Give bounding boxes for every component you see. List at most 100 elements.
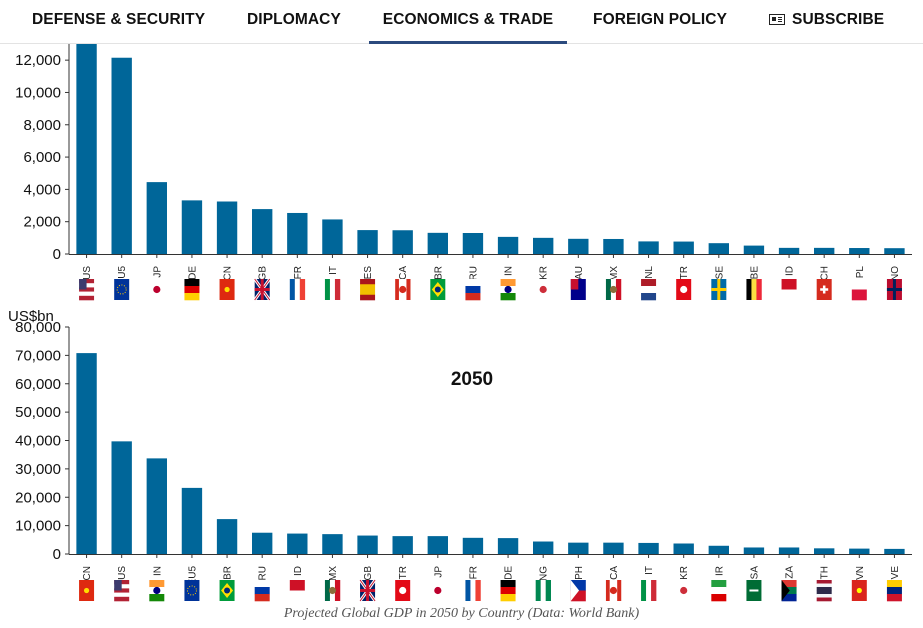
x-tick-label: ES — [363, 266, 374, 280]
bar-eu5 — [111, 57, 132, 254]
nav-foreign-policy[interactable]: FOREIGN POLICY — [593, 11, 728, 28]
flag-ve-icon — [886, 580, 902, 602]
x-tick-label: VN — [855, 566, 866, 580]
x-tick-label: BR — [223, 566, 234, 580]
y-tick-label: 4,000 — [23, 181, 61, 198]
x-tick-label: ID — [293, 566, 304, 576]
x-tick-label: AU — [574, 266, 585, 280]
nav-defense-security[interactable]: DEFENSE & SECURITY — [32, 11, 206, 28]
bar-es — [357, 230, 378, 254]
flag-mx-icon — [605, 279, 622, 300]
flag-ca-icon — [605, 580, 622, 601]
flag-sa-icon — [746, 580, 762, 601]
bar-ru — [462, 233, 484, 254]
y-tick-label: 70,000 — [15, 347, 61, 364]
flag-pl-icon — [851, 279, 867, 301]
flag-de-icon — [184, 279, 200, 301]
x-tick-label: US — [82, 266, 93, 280]
x-tick-label: ZA — [785, 566, 796, 579]
bar-gb — [252, 209, 273, 254]
y-tick-label: 8,000 — [23, 117, 61, 134]
x-tick-label: KR — [679, 566, 690, 580]
flag-ng-icon — [535, 580, 551, 601]
flag-ph-icon — [570, 580, 586, 602]
flag-ca-icon — [395, 279, 411, 300]
flag-eu5-icon — [114, 279, 130, 300]
x-tick-label: RU — [258, 566, 269, 580]
newspaper-icon — [769, 14, 785, 25]
bar-ve — [884, 548, 905, 554]
bar-ca — [603, 542, 624, 554]
bar-se — [708, 243, 729, 254]
x-tick-label: GB — [363, 566, 374, 581]
flag-jp-icon — [430, 580, 446, 601]
bar-vn — [849, 548, 870, 554]
flag-ch-icon — [816, 279, 832, 300]
bar-us — [76, 44, 97, 254]
flag-ru-icon — [254, 580, 270, 602]
flag-us-icon — [79, 279, 95, 301]
x-tick-label: IN — [504, 266, 515, 276]
bar-fr — [287, 212, 308, 254]
y-tick-label: 12,000 — [15, 52, 61, 69]
bar-mx — [322, 534, 343, 554]
bar-br — [427, 232, 448, 254]
bar-br — [216, 519, 238, 554]
x-tick-label: TR — [398, 566, 409, 579]
flag-be-icon — [746, 279, 762, 300]
bar-za — [778, 547, 800, 554]
flag-ru-icon — [465, 279, 481, 301]
bar-nl — [638, 241, 659, 254]
bar-cn — [216, 201, 238, 254]
bar-tr — [673, 241, 694, 254]
x-tick-label: BE — [749, 266, 760, 280]
x-tick-label: ID — [785, 266, 796, 276]
nav-economics-trade[interactable]: ECONOMICS & TRADE — [369, 0, 567, 44]
flag-de-icon — [500, 580, 516, 602]
nav-subscribe[interactable]: SUBSCRIBE — [769, 0, 884, 44]
flag-ir-icon — [711, 580, 727, 602]
bar-kr — [673, 543, 694, 554]
y-tick-label: 80,000 — [15, 319, 61, 336]
bar-tr — [392, 536, 413, 554]
x-tick-label: CN — [82, 566, 93, 580]
flag-tr-icon — [676, 279, 692, 300]
x-tick-label: IR — [714, 566, 725, 576]
flag-us-icon — [114, 580, 130, 602]
x-tick-label: SE — [714, 266, 725, 280]
flag-au-icon — [570, 279, 586, 300]
bar-id — [778, 247, 800, 254]
bar-be — [743, 245, 765, 254]
flag-gb-icon — [253, 278, 271, 301]
x-tick-label: CA — [398, 266, 409, 280]
flag-fr-icon — [289, 279, 306, 300]
flag-it-icon — [641, 580, 657, 601]
x-tick-label: NL — [644, 266, 655, 279]
flag-mx-icon — [324, 580, 341, 601]
figure-caption: Projected Global GDP in 2050 by Country … — [283, 606, 640, 621]
x-tick-label: VE — [890, 566, 901, 580]
y-tick-label: 40,000 — [15, 433, 61, 450]
x-tick-label: PH — [574, 566, 585, 580]
bar-ph — [568, 542, 589, 554]
y-tick-label: 20,000 — [15, 489, 61, 506]
flag-za-icon — [781, 580, 797, 602]
y-tick-label: 10,000 — [15, 518, 61, 535]
flag-nl-icon — [641, 279, 657, 301]
nav-diplomacy[interactable]: DIPLOMACY — [247, 11, 341, 28]
flag-fr-icon — [465, 580, 481, 601]
bar-th — [814, 548, 835, 554]
y-tick-label: 60,000 — [15, 376, 61, 393]
bar-pl — [849, 248, 870, 254]
bar-it — [322, 219, 343, 254]
flag-cn-icon — [79, 580, 95, 601]
flag-jp-icon — [149, 279, 165, 300]
x-tick-label: NO — [890, 266, 901, 281]
bar-no — [884, 248, 905, 254]
x-tick-label: CN — [223, 266, 234, 280]
flag-tr-icon — [395, 580, 411, 601]
x-tick-label: NG — [539, 566, 550, 581]
y-tick-label: 30,000 — [15, 461, 61, 478]
x-tick-label: FR — [468, 566, 479, 579]
flag-in-icon — [500, 279, 516, 301]
